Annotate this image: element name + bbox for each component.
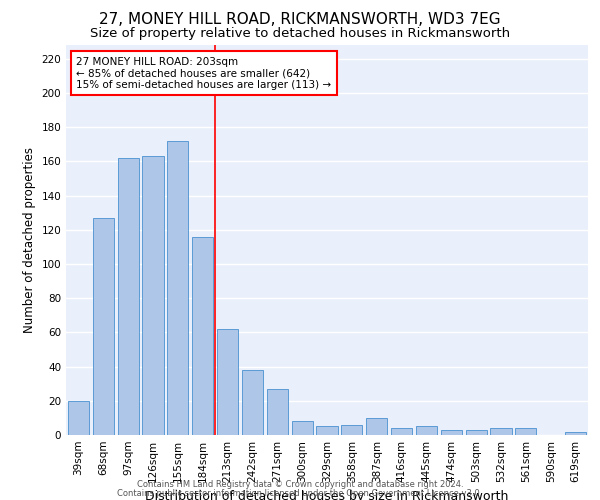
Bar xyxy=(242,370,263,435)
Bar xyxy=(466,430,487,435)
Bar xyxy=(391,428,412,435)
Bar xyxy=(565,432,586,435)
Bar xyxy=(416,426,437,435)
Bar xyxy=(217,329,238,435)
Text: 27, MONEY HILL ROAD, RICKMANSWORTH, WD3 7EG: 27, MONEY HILL ROAD, RICKMANSWORTH, WD3 … xyxy=(99,12,501,28)
Bar xyxy=(490,428,512,435)
Bar xyxy=(366,418,387,435)
Bar xyxy=(267,389,288,435)
Bar xyxy=(515,428,536,435)
Bar xyxy=(316,426,338,435)
Bar xyxy=(93,218,114,435)
Bar xyxy=(68,401,89,435)
Bar xyxy=(167,141,188,435)
Bar xyxy=(341,424,362,435)
X-axis label: Distribution of detached houses by size in Rickmansworth: Distribution of detached houses by size … xyxy=(145,490,509,500)
Bar xyxy=(292,422,313,435)
Text: Contains HM Land Registry data © Crown copyright and database right 2024.: Contains HM Land Registry data © Crown c… xyxy=(137,480,463,489)
Text: 27 MONEY HILL ROAD: 203sqm
← 85% of detached houses are smaller (642)
15% of sem: 27 MONEY HILL ROAD: 203sqm ← 85% of deta… xyxy=(76,56,332,90)
Y-axis label: Number of detached properties: Number of detached properties xyxy=(23,147,36,333)
Text: Size of property relative to detached houses in Rickmansworth: Size of property relative to detached ho… xyxy=(90,28,510,40)
Bar xyxy=(192,236,213,435)
Text: Contains public sector information licensed under the Open Government Licence v3: Contains public sector information licen… xyxy=(118,488,482,498)
Bar xyxy=(118,158,139,435)
Bar xyxy=(142,156,164,435)
Bar xyxy=(441,430,462,435)
